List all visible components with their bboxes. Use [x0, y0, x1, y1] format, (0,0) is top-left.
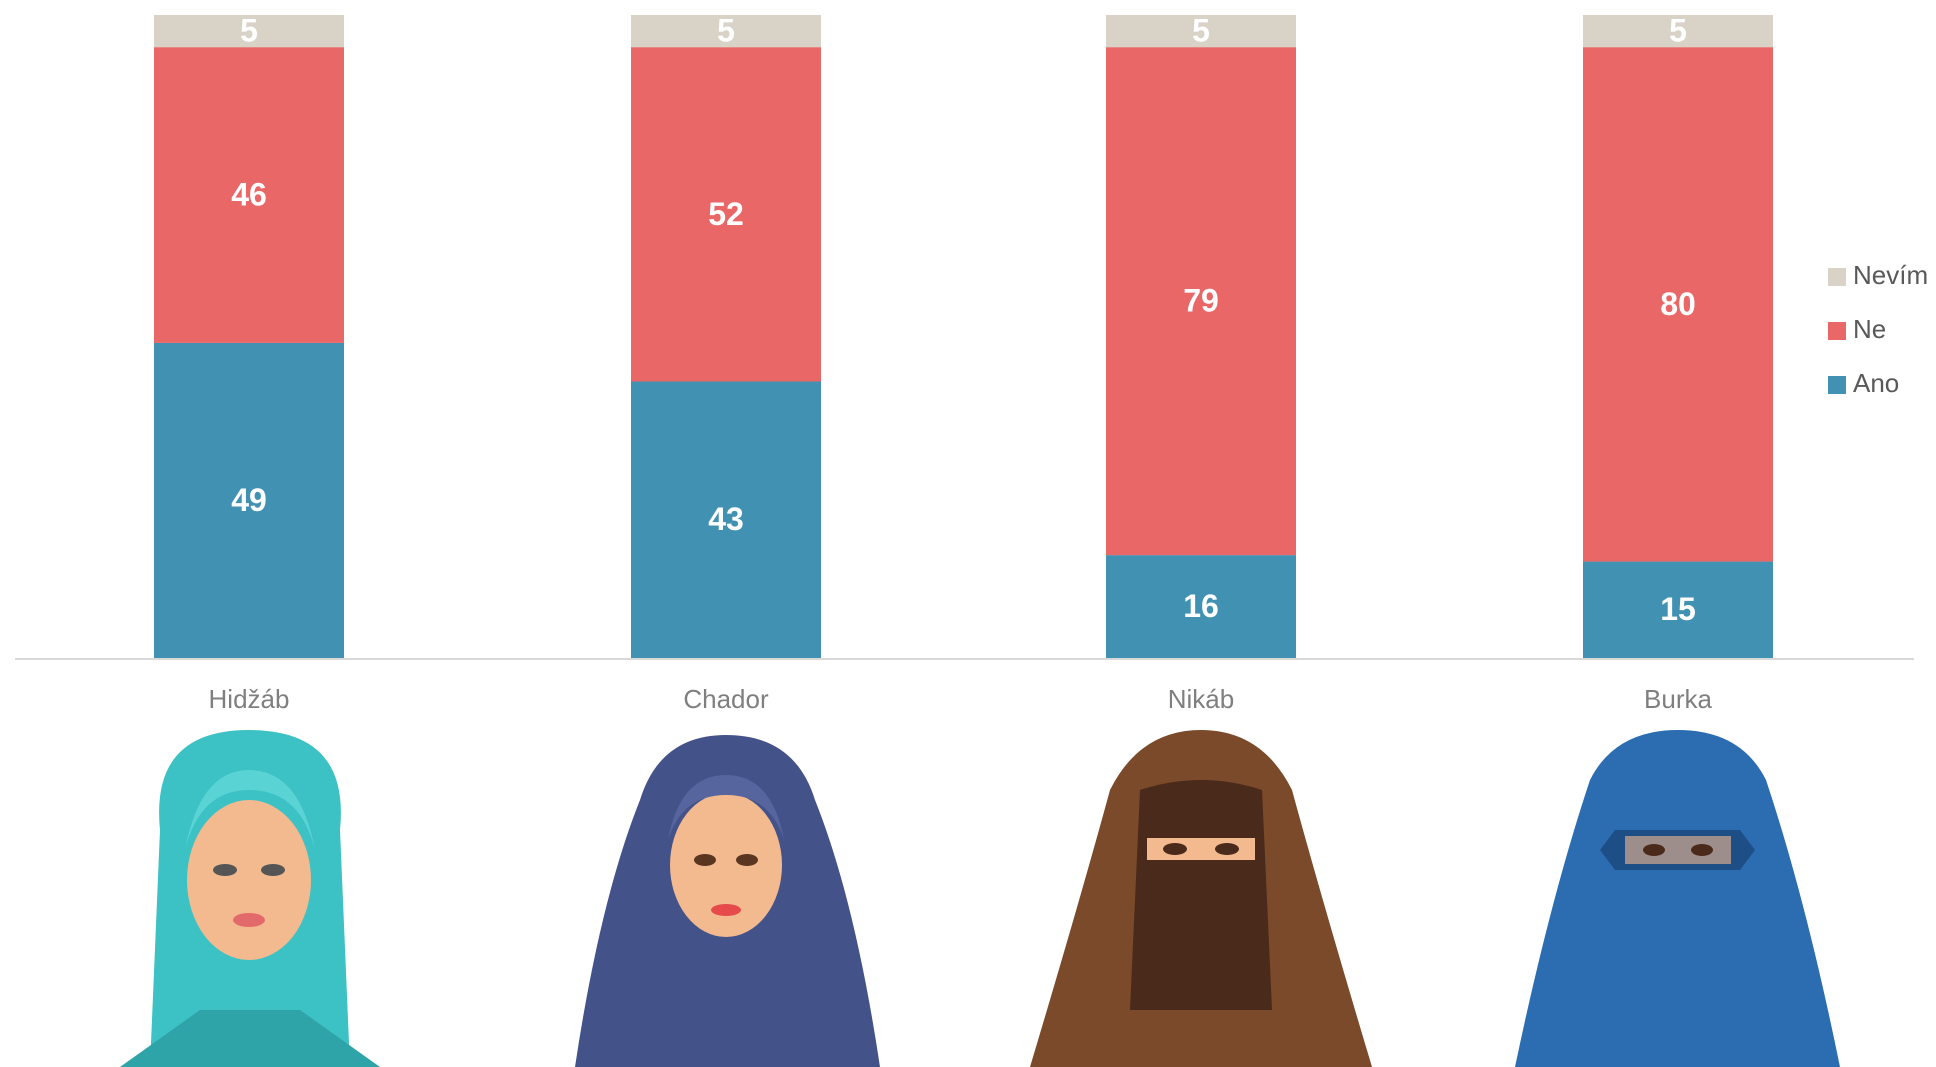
data-label: 79 [1183, 283, 1219, 319]
chart: 49 46 5 Hidžáb 43 52 5 Chador 16 79 5 Nikáb 15 80 5 Bur… [0, 0, 1936, 1067]
legend-swatch [1828, 376, 1846, 394]
data-label: 80 [1660, 286, 1696, 322]
data-label: 46 [231, 176, 267, 212]
data-label: 49 [231, 482, 267, 518]
data-label: 5 [240, 13, 258, 49]
illustration [1030, 730, 1372, 1067]
legend-swatch [1828, 268, 1846, 286]
x-tick-label: Burka [1644, 684, 1712, 714]
data-label: 16 [1183, 588, 1219, 624]
x-tick-label: Nikáb [1168, 684, 1234, 714]
data-label: 52 [708, 196, 744, 232]
data-label: 5 [717, 13, 735, 49]
legend-swatch [1828, 322, 1846, 340]
x-tick-label: Hidžáb [209, 684, 290, 714]
data-label: 5 [1669, 13, 1687, 49]
illustration [1515, 730, 1840, 1067]
illustrations [120, 730, 1840, 1067]
illustration [575, 735, 880, 1067]
illustration [120, 730, 380, 1067]
legend-label: Nevím [1853, 260, 1928, 290]
legend-label: Ano [1853, 368, 1899, 398]
data-label: 43 [708, 501, 744, 537]
data-label: 5 [1192, 13, 1210, 49]
legend-label: Ne [1853, 314, 1886, 344]
x-tick-label: Chador [683, 684, 769, 714]
data-label: 15 [1660, 591, 1696, 627]
